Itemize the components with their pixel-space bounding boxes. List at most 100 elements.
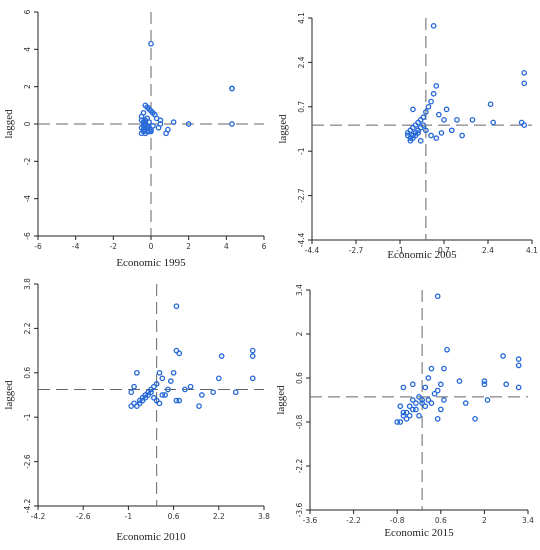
scatter-panel-economic-2010: -4.2 -2.6 -1 0.6 2.2 3.8 3.8 2.2 0.6 -1 -2.6 -4.2 Ec…: [3, 278, 270, 543]
data-point: [437, 381, 444, 388]
y-tick-label: 6: [23, 9, 32, 14]
data-point: [425, 375, 432, 381]
data-point: [518, 119, 525, 126]
data-point: [459, 132, 465, 139]
data-point: [229, 121, 235, 127]
x-tick-label: -3.6: [303, 516, 318, 525]
data-point: [142, 119, 149, 125]
data-point: [433, 135, 440, 141]
scatter-panel-economic-2015: -3.6 -2.2 -0.8 0.6 2 3.4 3.4 2 0.6 -0.8 -2.2 -3.6 Ec…: [275, 284, 534, 539]
data-point: [182, 386, 188, 393]
data-point: [515, 356, 522, 362]
data-point: [397, 419, 404, 425]
data-point: [156, 400, 163, 407]
y-tick-label: -0.8: [295, 414, 304, 429]
data-point: [159, 392, 166, 398]
data-point: [413, 400, 419, 406]
data-point: [422, 384, 429, 391]
data-point: [462, 400, 469, 406]
data-point: [469, 117, 476, 123]
x-tick-label: 2: [186, 242, 191, 251]
data-point: [400, 412, 407, 419]
data-point: [484, 397, 491, 403]
data-point: [417, 137, 424, 144]
data-point: [185, 121, 192, 127]
y-tick-label: -1: [23, 413, 32, 421]
data-point: [142, 102, 149, 109]
x-tick-label: 3.4: [522, 516, 534, 525]
y-tick-label: -2: [23, 157, 32, 165]
data-point: [165, 386, 171, 393]
x-tick-label: 6: [262, 242, 267, 251]
data-point: [403, 409, 410, 416]
data-point: [416, 394, 422, 400]
data-point: [170, 119, 177, 125]
data-point: [210, 389, 216, 396]
y-tick-label: -2.6: [23, 454, 32, 469]
x-tick-label: -2: [110, 242, 118, 251]
data-point: [148, 40, 154, 47]
x-tick-label: 2: [482, 516, 487, 525]
data-point: [431, 390, 438, 397]
data-point: [419, 400, 425, 406]
data-point: [428, 400, 435, 406]
data-point: [423, 109, 429, 115]
data-point: [162, 392, 168, 398]
data-point: [416, 412, 422, 419]
y-tick-label: 0.6: [23, 367, 32, 379]
data-point: [199, 392, 205, 398]
x-axis-title: Economic 2010: [116, 531, 186, 543]
y-axis-title: lagged: [3, 380, 15, 410]
data-point: [148, 389, 154, 396]
data-point: [404, 130, 411, 136]
x-tick-label: 2.4: [482, 246, 494, 255]
data-point: [159, 375, 166, 382]
data-point: [419, 397, 425, 403]
data-point: [481, 378, 488, 384]
x-tick-label: -2.6: [76, 512, 91, 521]
data-point: [156, 369, 163, 376]
data-point: [397, 403, 404, 410]
data-point: [138, 113, 145, 120]
data-point: [170, 369, 177, 376]
data-point: [521, 69, 528, 76]
x-tick-label: 3.8: [258, 512, 270, 521]
x-axis-title: Economic 1995: [116, 257, 186, 269]
data-point: [487, 101, 494, 108]
data-point: [136, 397, 143, 404]
data-point: [423, 127, 429, 134]
data-point: [428, 365, 435, 372]
scatter-panel-economic-1995: -6 -4 -2 0 2 4 6 6 4 2 0 -2 -4 -6 Economic 1995 lagged: [3, 9, 267, 269]
data-point: [430, 90, 437, 97]
data-point: [515, 384, 522, 391]
data-point: [138, 130, 145, 137]
data-point: [413, 406, 419, 413]
data-point: [128, 389, 135, 396]
data-point: [218, 353, 225, 359]
scatter-panel-economic-2005: -4.4 -2.7 -1 0.7 2.4 4.1 4.1 2.4 0.7 -1 -2.7 -4.4 Ec…: [277, 12, 538, 261]
x-tick-label: -2.2: [346, 516, 361, 525]
data-point: [490, 119, 497, 126]
data-point: [438, 130, 445, 136]
y-tick-label: 0: [23, 121, 32, 126]
data-point: [435, 111, 442, 118]
data-point: [404, 132, 411, 139]
x-tick-label: -4.4: [305, 246, 320, 255]
y-tick-label: 2: [295, 331, 304, 336]
data-point: [472, 416, 478, 422]
x-tick-label: -4: [72, 242, 80, 251]
data-point: [456, 378, 463, 384]
data-point: [409, 381, 416, 388]
data-point: [134, 369, 140, 376]
data-point: [249, 347, 256, 354]
data-point: [448, 127, 455, 134]
y-tick-label: -4.4: [297, 232, 306, 247]
y-tick-label: 0.6: [295, 372, 304, 384]
y-tick-label: 4.1: [297, 12, 306, 24]
data-point: [187, 383, 194, 390]
data-point: [425, 103, 432, 110]
data-point: [403, 416, 410, 422]
x-tick-label: 4.1: [526, 246, 538, 255]
x-tick-label: -4.2: [31, 512, 46, 521]
